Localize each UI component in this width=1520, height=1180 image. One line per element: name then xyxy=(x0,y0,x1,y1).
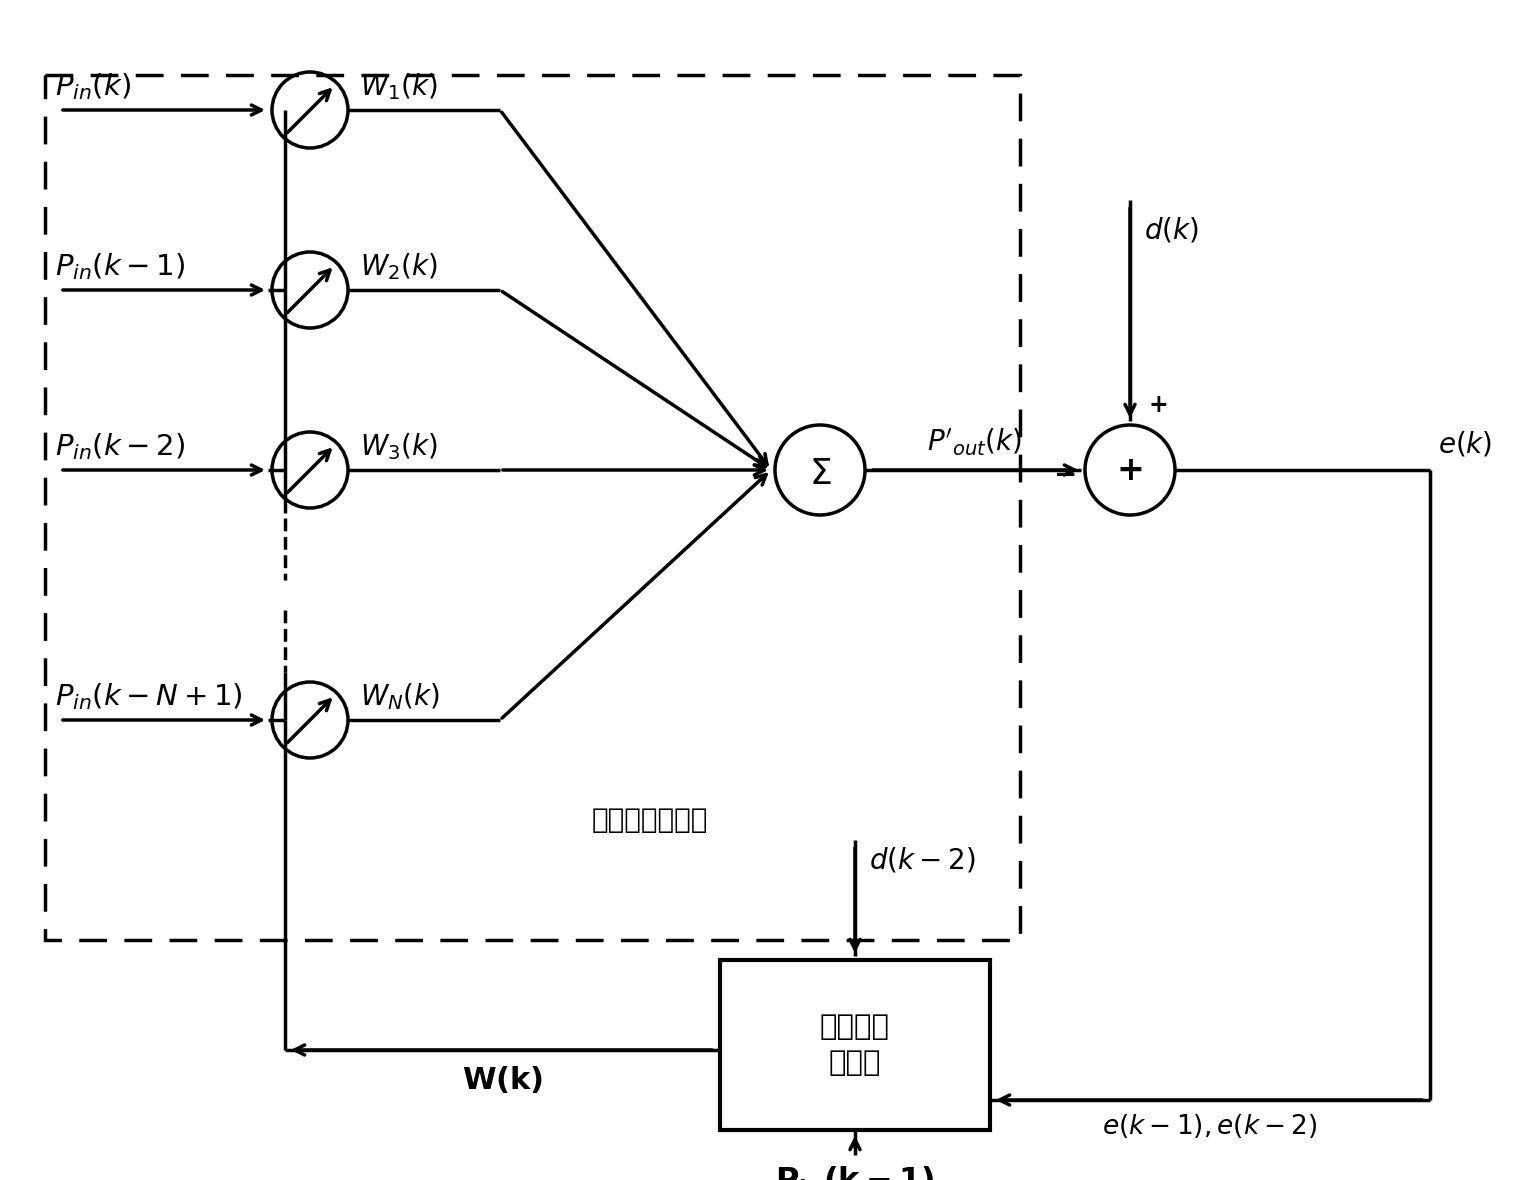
Bar xyxy=(720,961,990,1130)
Text: 自适应滤波模块: 自适应滤波模块 xyxy=(591,806,708,834)
Text: $\Sigma$: $\Sigma$ xyxy=(809,457,831,491)
Text: $\mathbf{W(k)}$: $\mathbf{W(k)}$ xyxy=(462,1064,543,1095)
Text: 法模块: 法模块 xyxy=(828,1049,882,1077)
Text: 自适应算: 自适应算 xyxy=(819,1012,891,1041)
Text: $d(k-2)$: $d(k-2)$ xyxy=(869,846,976,874)
Text: −: − xyxy=(1053,461,1078,489)
Bar xyxy=(46,76,1020,940)
Text: +: + xyxy=(1148,393,1167,417)
Text: $e(k)$: $e(k)$ xyxy=(1438,430,1493,458)
Text: $W_2(k)$: $W_2(k)$ xyxy=(360,251,438,282)
Text: $W_3(k)$: $W_3(k)$ xyxy=(360,431,438,463)
Text: $P_{in}(k)$: $P_{in}(k)$ xyxy=(55,71,131,101)
Text: $W_1(k)$: $W_1(k)$ xyxy=(360,71,438,101)
Text: $e(k-1),e(k-2)$: $e(k-1),e(k-2)$ xyxy=(1102,1112,1318,1140)
Text: $d(k)$: $d(k)$ xyxy=(1145,216,1199,244)
Text: $P_{in}(k-N+1)$: $P_{in}(k-N+1)$ xyxy=(55,681,243,712)
Text: $P'_{out}(k)$: $P'_{out}(k)$ xyxy=(927,427,1023,458)
Text: $P_{in}(k-1)$: $P_{in}(k-1)$ xyxy=(55,251,185,282)
Text: $\mathbf{P_{in}(k-1)}$: $\mathbf{P_{in}(k-1)}$ xyxy=(775,1165,935,1180)
Text: $P_{in}(k-2)$: $P_{in}(k-2)$ xyxy=(55,431,185,463)
Text: $W_N(k)$: $W_N(k)$ xyxy=(360,681,441,712)
Text: +: + xyxy=(1116,453,1145,486)
